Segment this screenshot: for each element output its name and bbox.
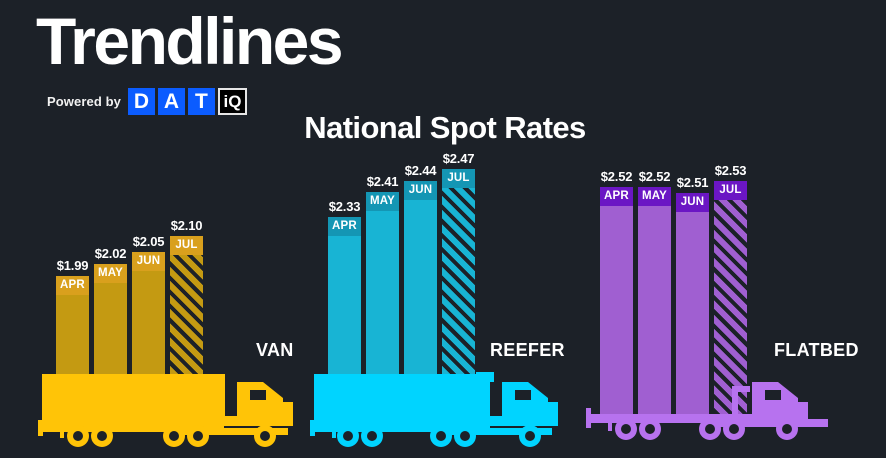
bar-flatbed-jul-forecast[interactable]: JUL bbox=[714, 181, 747, 422]
value-label-flatbed-jul: $2.53 bbox=[714, 163, 747, 178]
month-tag-reefer-jul: JUL bbox=[442, 169, 475, 188]
logo-letter-a: A bbox=[157, 88, 185, 115]
month-tag-van-may: MAY bbox=[94, 264, 127, 283]
bar-column-reefer-jul[interactable]: $2.47 JUL bbox=[442, 151, 475, 374]
month-tag-reefer-jun: JUN bbox=[404, 181, 437, 200]
logo-letter-d: D bbox=[127, 88, 155, 115]
bar-group-van: $1.99 APR $2.02 MAY $2.05 JUN $2.10 JUL bbox=[56, 218, 203, 374]
month-tag-flatbed-apr: APR bbox=[600, 187, 633, 206]
month-tag-flatbed-may: MAY bbox=[638, 187, 671, 206]
month-tag-flatbed-jul: JUL bbox=[714, 181, 747, 200]
month-tag-van-jul: JUL bbox=[170, 236, 203, 255]
chart-subtitle: National Spot Rates bbox=[304, 110, 586, 145]
truck-icon-van bbox=[38, 374, 293, 447]
bar-group-reefer: $2.33 APR $2.41 MAY $2.44 JUN $2.47 JUL bbox=[328, 151, 475, 374]
bar-column-reefer-jun[interactable]: $2.44 JUN bbox=[404, 163, 437, 374]
value-label-flatbed-may: $2.52 bbox=[638, 169, 671, 184]
bar-reefer-may[interactable]: MAY bbox=[366, 192, 399, 374]
value-label-van-apr: $1.99 bbox=[56, 258, 89, 273]
truck-icon-flatbed bbox=[586, 382, 828, 440]
bar-flatbed-apr[interactable]: APR bbox=[600, 187, 633, 422]
bar-group-flatbed: $2.52 APR $2.52 MAY $2.51 JUN $2.53 JUL bbox=[600, 163, 747, 422]
value-label-van-jun: $2.05 bbox=[132, 234, 165, 249]
bar-column-van-jun[interactable]: $2.05 JUN bbox=[132, 234, 165, 374]
bar-column-flatbed-jul[interactable]: $2.53 JUL bbox=[714, 163, 747, 422]
powered-by-label: Powered by bbox=[47, 94, 121, 109]
month-tag-reefer-apr: APR bbox=[328, 217, 361, 236]
bar-column-flatbed-apr[interactable]: $2.52 APR bbox=[600, 169, 633, 422]
bar-column-van-apr[interactable]: $1.99 APR bbox=[56, 258, 89, 374]
value-label-van-may: $2.02 bbox=[94, 246, 127, 261]
value-label-flatbed-jun: $2.51 bbox=[676, 175, 709, 190]
month-tag-flatbed-jun: JUN bbox=[676, 193, 709, 212]
dat-iq-logo: D A T iQ bbox=[127, 88, 247, 115]
bar-column-reefer-may[interactable]: $2.41 MAY bbox=[366, 174, 399, 374]
logo-letter-t: T bbox=[187, 88, 215, 115]
bar-van-may[interactable]: MAY bbox=[94, 264, 127, 374]
value-label-reefer-apr: $2.33 bbox=[328, 199, 361, 214]
powered-by-row: Powered by D A T iQ bbox=[47, 88, 247, 115]
bar-reefer-jul-forecast[interactable]: JUL bbox=[442, 169, 475, 374]
page-title: Trendlines bbox=[36, 4, 344, 78]
bar-reefer-apr[interactable]: APR bbox=[328, 217, 361, 374]
logo-iq-badge: iQ bbox=[217, 88, 247, 115]
bar-flatbed-jun[interactable]: JUN bbox=[676, 193, 709, 422]
bar-column-reefer-apr[interactable]: $2.33 APR bbox=[328, 199, 361, 374]
bar-column-van-may[interactable]: $2.02 MAY bbox=[94, 246, 127, 374]
truck-icon-reefer bbox=[310, 372, 558, 447]
month-tag-van-jun: JUN bbox=[132, 252, 165, 271]
value-label-reefer-may: $2.41 bbox=[366, 174, 399, 189]
bar-van-jul-forecast[interactable]: JUL bbox=[170, 236, 203, 374]
value-label-van-jul: $2.10 bbox=[170, 218, 203, 233]
bar-column-flatbed-may[interactable]: $2.52 MAY bbox=[638, 169, 671, 422]
category-label-flatbed: FLATBED bbox=[774, 340, 859, 360]
category-label-van: VAN bbox=[256, 340, 294, 360]
category-label-reefer: REEFER bbox=[490, 340, 565, 360]
value-label-flatbed-apr: $2.52 bbox=[600, 169, 633, 184]
bar-reefer-jun[interactable]: JUN bbox=[404, 181, 437, 374]
value-label-reefer-jun: $2.44 bbox=[404, 163, 437, 178]
bar-van-apr[interactable]: APR bbox=[56, 276, 89, 374]
value-label-reefer-jul: $2.47 bbox=[442, 151, 475, 166]
bar-column-flatbed-jun[interactable]: $2.51 JUN bbox=[676, 175, 709, 422]
month-tag-van-apr: APR bbox=[56, 276, 89, 295]
bar-flatbed-may[interactable]: MAY bbox=[638, 187, 671, 422]
bar-van-jun[interactable]: JUN bbox=[132, 252, 165, 374]
bar-column-van-jul[interactable]: $2.10 JUL bbox=[170, 218, 203, 374]
month-tag-reefer-may: MAY bbox=[366, 192, 399, 211]
